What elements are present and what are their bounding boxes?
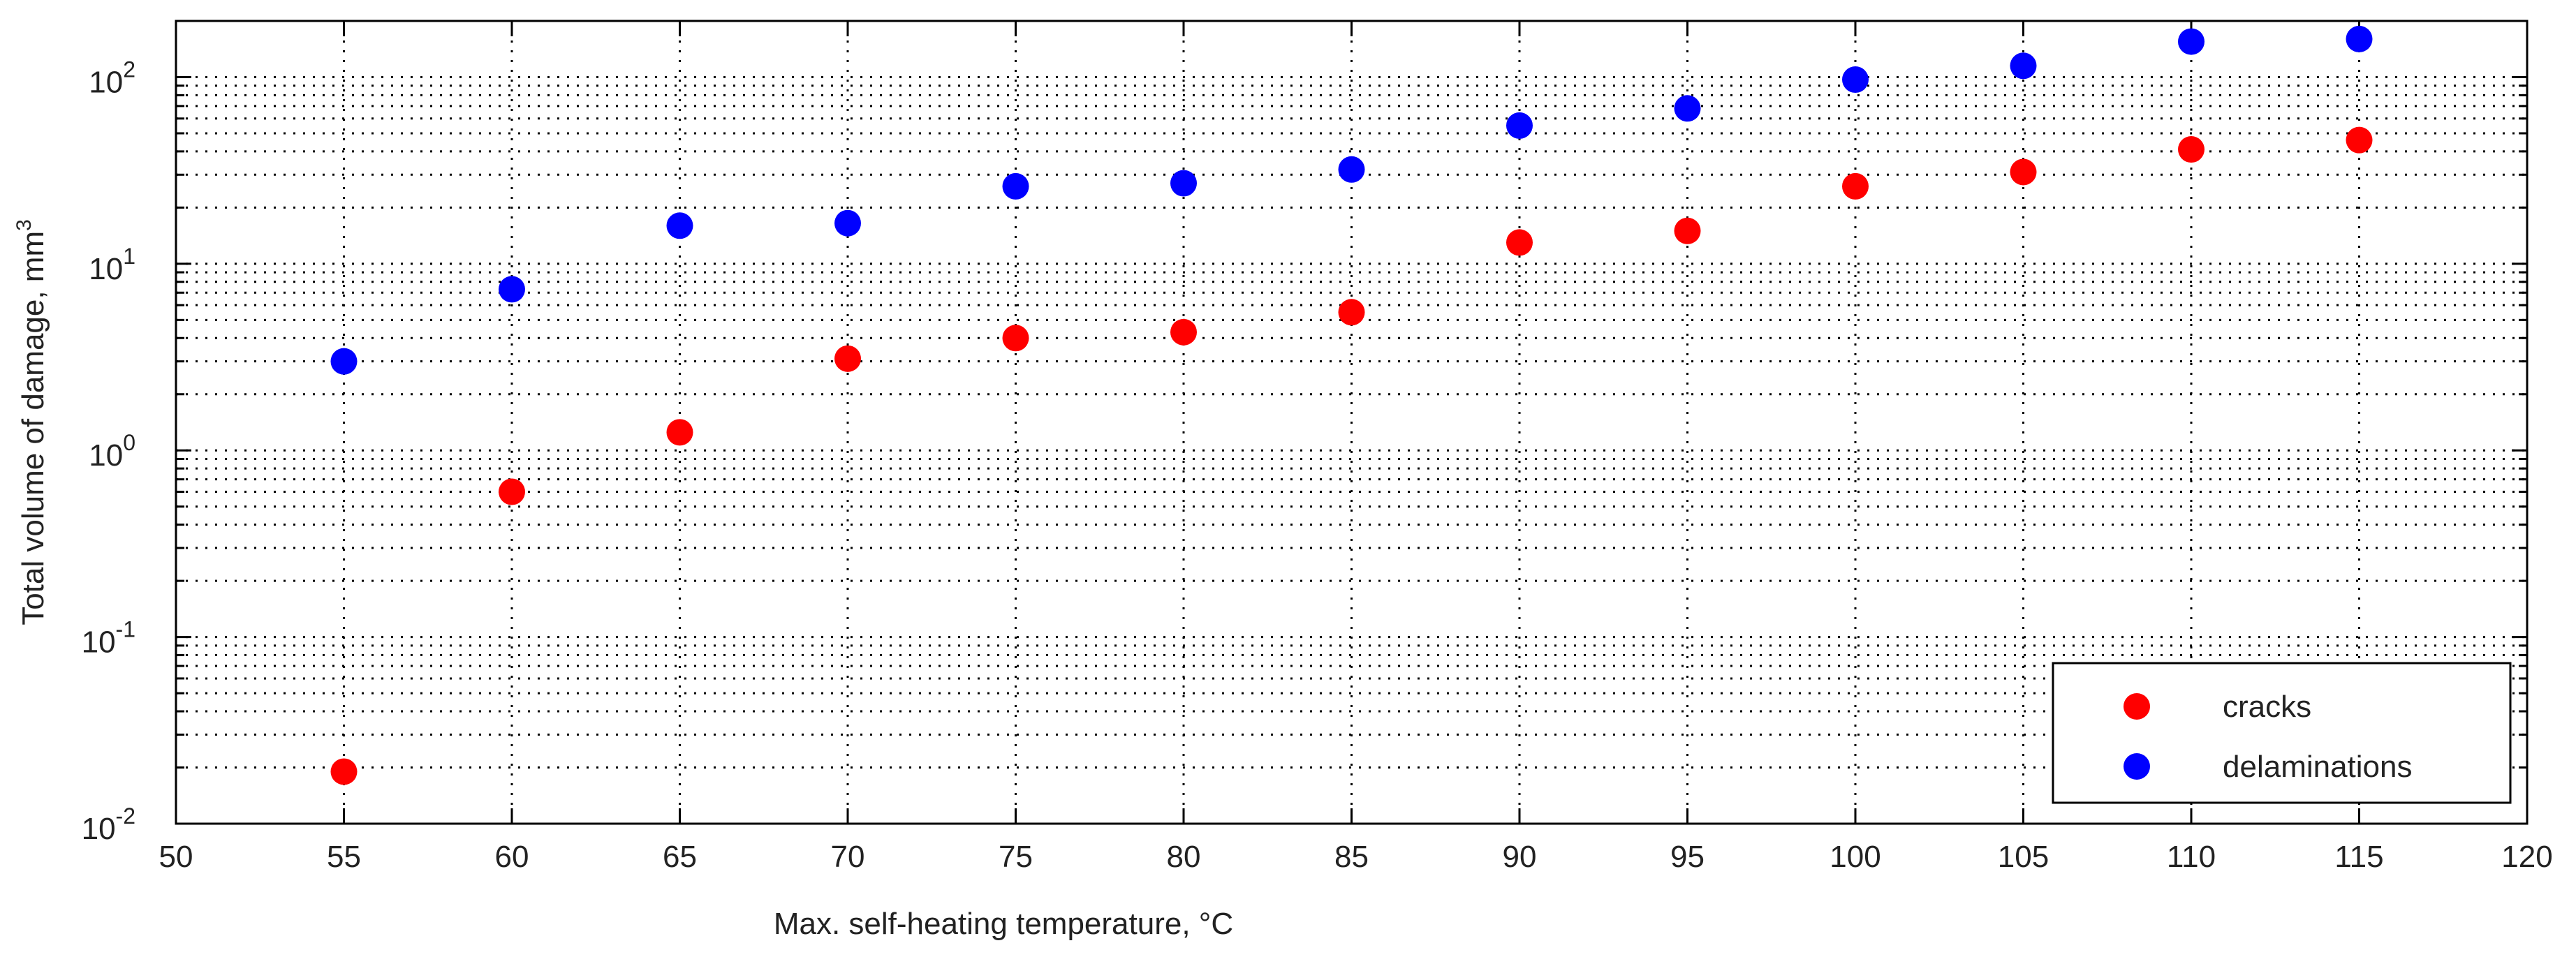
y-tick-label-base: 10 bbox=[89, 65, 123, 99]
data-point-delaminations bbox=[1338, 156, 1365, 183]
legend-label-delaminations: delaminations bbox=[2223, 750, 2413, 784]
data-point-delaminations bbox=[1506, 112, 1533, 139]
series-cracks bbox=[330, 126, 2373, 785]
data-point-delaminations bbox=[499, 276, 525, 303]
x-axis-tick-labels: 50 55 60 65 70 75 80 85 90 95 100 105 110 115 120 bbox=[159, 840, 2553, 874]
x-tick-label: 120 bbox=[2501, 840, 2552, 874]
data-point-delaminations bbox=[2346, 25, 2373, 52]
x-tick-label: 65 bbox=[663, 840, 697, 874]
data-point-delaminations bbox=[2178, 28, 2205, 55]
x-tick-label: 115 bbox=[2334, 840, 2383, 874]
x-tick-label: 85 bbox=[1334, 840, 1369, 874]
data-point-cracks bbox=[666, 419, 693, 446]
legend-marker-cracks bbox=[2124, 693, 2150, 720]
data-point-cracks bbox=[2010, 158, 2037, 186]
data-point-delaminations bbox=[666, 212, 693, 239]
x-tick-label: 100 bbox=[1830, 840, 1881, 874]
data-point-delaminations bbox=[330, 348, 358, 375]
legend: cracks delaminations bbox=[2052, 662, 2512, 804]
grid-lines bbox=[176, 21, 2527, 824]
x-tick-label: 75 bbox=[999, 840, 1033, 874]
x-tick-label: 105 bbox=[1998, 840, 2049, 874]
legend-label-cracks: cracks bbox=[2223, 690, 2311, 724]
data-point-cracks bbox=[1506, 229, 1533, 256]
x-axis-label: Max. self-heating temperature, °C bbox=[774, 907, 1233, 941]
x-tick-label: 90 bbox=[1503, 840, 1537, 874]
data-point-delaminations bbox=[1002, 172, 1029, 200]
y-tick-label-exponent: -1 bbox=[116, 617, 135, 642]
x-tick-label: 55 bbox=[327, 840, 361, 874]
y-axis-label: Total volume of damage, mm3 bbox=[13, 219, 50, 625]
y-tick-label-exponent: 0 bbox=[123, 430, 135, 455]
legend-box bbox=[2052, 662, 2512, 804]
data-series bbox=[330, 25, 2373, 785]
x-tick-label: 95 bbox=[1670, 840, 1705, 874]
x-tick-label: 60 bbox=[495, 840, 529, 874]
x-tick-label: 80 bbox=[1167, 840, 1201, 874]
y-tick-label-base: 10 bbox=[89, 252, 123, 286]
y-axis-label-main: Total volume of damage, mm bbox=[16, 231, 50, 625]
data-point-cracks bbox=[1002, 325, 1029, 352]
y-tick-label-exponent: 1 bbox=[123, 244, 135, 269]
y-tick-label: 10-2 bbox=[82, 803, 135, 846]
series-delaminations bbox=[330, 25, 2373, 375]
data-point-cracks bbox=[1338, 299, 1365, 326]
x-tick-label: 70 bbox=[831, 840, 865, 874]
y-axis-label-exponent: 3 bbox=[13, 219, 36, 231]
data-point-cracks bbox=[1674, 217, 1701, 244]
y-tick-label: 10-1 bbox=[82, 617, 135, 660]
data-point-delaminations bbox=[1674, 95, 1701, 122]
y-tick-label: 100 bbox=[89, 430, 135, 473]
legend-marker-delaminations bbox=[2124, 753, 2150, 780]
data-point-cracks bbox=[2346, 126, 2373, 154]
y-tick-label: 102 bbox=[89, 57, 135, 99]
y-tick-label-exponent: -2 bbox=[116, 803, 135, 829]
y-tick-label-exponent: 2 bbox=[123, 57, 135, 82]
data-point-cracks bbox=[1170, 318, 1197, 346]
data-point-cracks bbox=[330, 758, 358, 785]
data-point-delaminations bbox=[1842, 66, 1869, 94]
data-point-cracks bbox=[834, 345, 861, 372]
data-point-cracks bbox=[2178, 136, 2205, 163]
data-point-delaminations bbox=[2010, 52, 2037, 80]
y-tick-label-base: 10 bbox=[82, 625, 116, 660]
data-point-cracks bbox=[1842, 172, 1869, 200]
data-point-delaminations bbox=[834, 209, 861, 237]
y-tick-label-base: 10 bbox=[89, 438, 123, 473]
data-point-cracks bbox=[499, 478, 525, 505]
x-tick-label: 110 bbox=[2167, 840, 2216, 874]
data-point-delaminations bbox=[1170, 170, 1197, 197]
x-tick-label: 50 bbox=[159, 840, 193, 874]
y-tick-label-base: 10 bbox=[82, 812, 116, 846]
y-tick-label: 101 bbox=[89, 244, 135, 286]
axis-ticks bbox=[175, 20, 2529, 825]
